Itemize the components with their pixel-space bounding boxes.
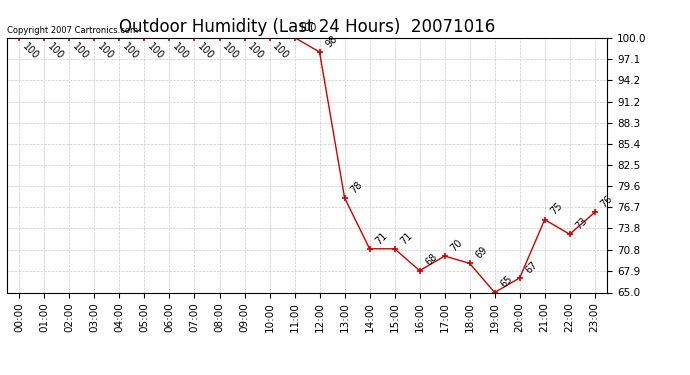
Text: 100: 100 [46, 42, 66, 62]
Text: 100: 100 [146, 42, 166, 62]
Text: 100: 100 [71, 42, 91, 62]
Text: 68: 68 [424, 252, 440, 268]
Text: 100: 100 [121, 42, 141, 62]
Text: 75: 75 [549, 201, 564, 217]
Text: 100: 100 [221, 42, 241, 62]
Text: 100: 100 [171, 42, 191, 62]
Text: 71: 71 [374, 230, 390, 246]
Text: 76: 76 [599, 194, 615, 210]
Text: 67: 67 [524, 260, 540, 275]
Text: 100: 100 [96, 42, 116, 62]
Text: 70: 70 [448, 237, 464, 253]
Text: 100: 100 [299, 23, 317, 33]
Text: 65: 65 [499, 274, 515, 290]
Text: 100: 100 [196, 42, 216, 62]
Title: Outdoor Humidity (Last 24 Hours)  20071016: Outdoor Humidity (Last 24 Hours) 2007101… [119, 18, 495, 36]
Text: 100: 100 [271, 42, 291, 62]
Text: 71: 71 [399, 230, 415, 246]
Text: 69: 69 [474, 245, 489, 261]
Text: 78: 78 [348, 179, 364, 195]
Text: 98: 98 [324, 33, 339, 49]
Text: 100: 100 [246, 42, 266, 62]
Text: 73: 73 [574, 216, 590, 231]
Text: 100: 100 [21, 42, 41, 62]
Text: Copyright 2007 Cartronics.com: Copyright 2007 Cartronics.com [7, 26, 138, 35]
